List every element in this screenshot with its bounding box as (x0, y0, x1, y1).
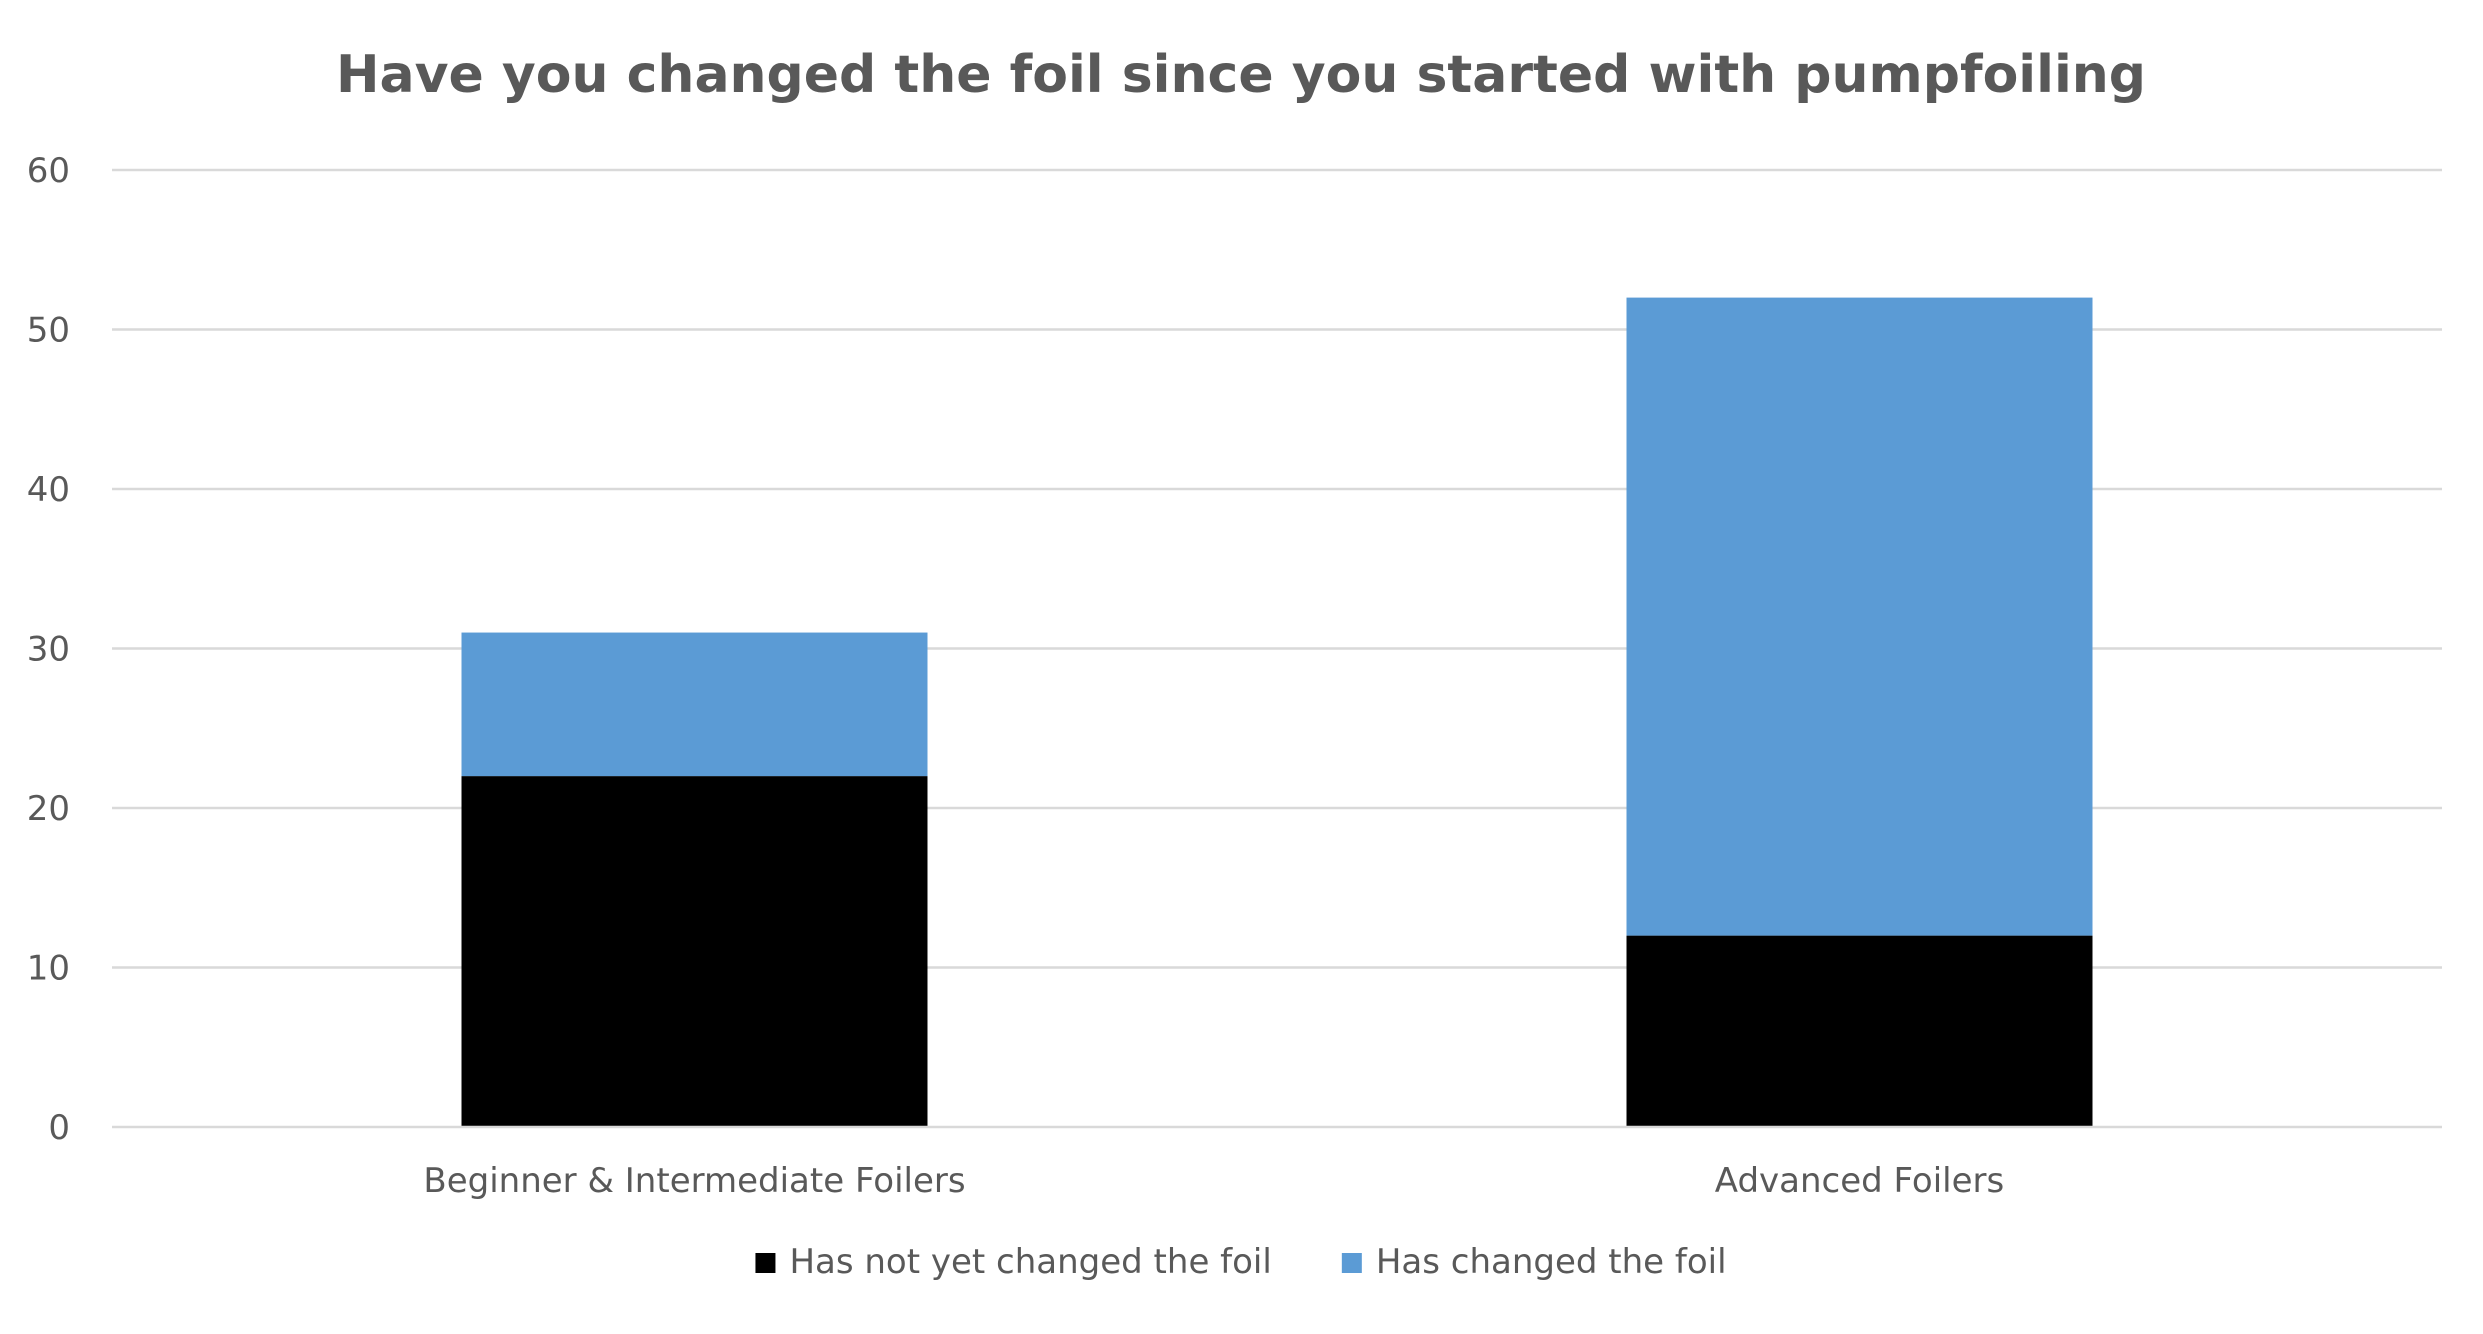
bar-segment-changed-0 (461, 632, 928, 777)
legend-item: Has changed the foil (1341, 1242, 1727, 1282)
bar-segment-changed-1 (1626, 297, 2093, 936)
legend-label: Has not yet changed the foil (789, 1242, 1271, 1282)
y-tick-label: 60 (27, 151, 70, 191)
bar-segment-not-changed-1 (1626, 935, 2093, 1127)
bar-segment-not-changed-0 (461, 776, 928, 1127)
y-tick-label: 20 (27, 789, 70, 829)
y-tick-label: 0 (48, 1108, 70, 1148)
y-tick-label: 30 (27, 630, 70, 670)
legend-label: Has changed the foil (1376, 1242, 1727, 1282)
y-tick-label: 50 (27, 311, 70, 351)
legend-item: Has not yet changed the foil (755, 1242, 1272, 1282)
legend-swatch (1341, 1253, 1362, 1273)
y-tick-label: 40 (27, 470, 70, 510)
y-axis-ticks: 0 10 20 30 40 50 60 (27, 151, 70, 1148)
legend: Has not yet changed the foil Has changed … (755, 1242, 1727, 1282)
x-category-label: Advanced Foilers (1715, 1161, 2004, 1201)
x-axis: Beginner & Intermediate Foilers Advanced … (112, 1125, 2442, 1201)
x-category-label: Beginner & Intermediate Foilers (423, 1161, 965, 1201)
legend-swatch (755, 1253, 776, 1273)
chart-title: Have you changed the foil since you star… (336, 45, 2146, 105)
y-tick-label: 10 (27, 949, 70, 989)
bars (461, 297, 2093, 1127)
